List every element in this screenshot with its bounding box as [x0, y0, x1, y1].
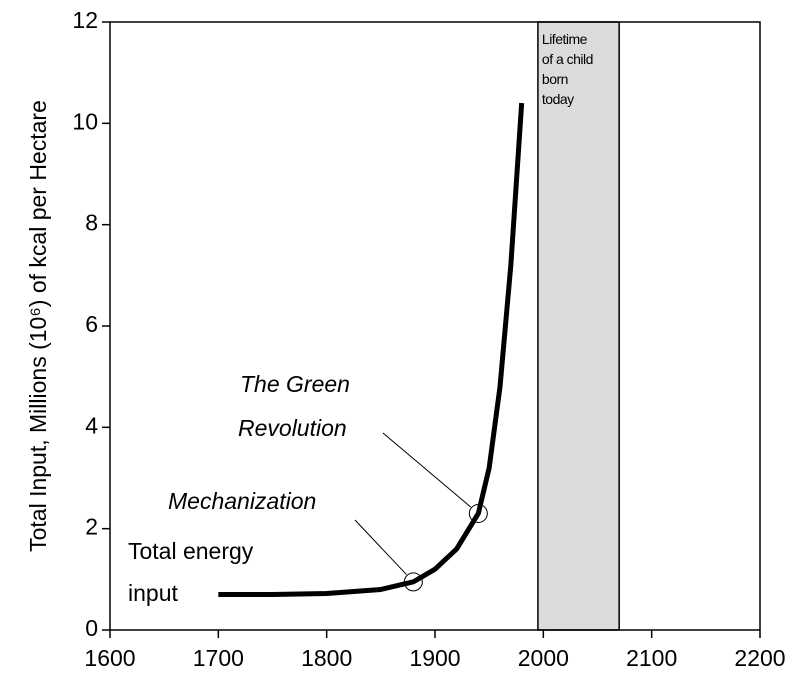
energy-line: [218, 102, 525, 598]
annotation: Mechanization: [168, 488, 316, 514]
span-label-line: today: [542, 91, 574, 107]
span-label-line: Lifetime: [542, 31, 588, 47]
y-tick-label: 0: [85, 615, 98, 641]
y-tick-label: 6: [85, 311, 98, 337]
annotation-line: input: [128, 580, 178, 606]
lifetime-span: [537, 21, 620, 631]
span-label-line: of a child: [542, 51, 593, 67]
annotation: The Green Revolution: [238, 371, 350, 441]
y-tick-label: 2: [85, 514, 98, 540]
x-tick-label: 1700: [193, 645, 244, 671]
x-tick-label: 1900: [409, 645, 460, 671]
point-marker: [403, 572, 423, 592]
leader-line: [382, 432, 472, 508]
point-marker: [468, 503, 488, 523]
x-tick-label: 2000: [518, 645, 569, 671]
x-tick-label: 2100: [626, 645, 677, 671]
y-tick-label: 12: [72, 7, 98, 33]
span-label-line: born: [542, 71, 568, 87]
annotation-line: Total energy: [128, 538, 254, 564]
y-axis-label: Total Input, Millions (10⁶) of kcal per …: [25, 100, 51, 552]
annotation-line: The Green: [240, 371, 350, 397]
annotation-line: Mechanization: [168, 488, 316, 514]
x-tick-label: 1600: [84, 645, 135, 671]
leader-line: [354, 519, 407, 575]
y-tick-label: 10: [72, 108, 98, 134]
y-tick-label: 4: [85, 412, 98, 438]
x-tick-label: 2200: [734, 645, 785, 671]
y-tick-label: 8: [85, 210, 98, 236]
x-tick-label: 1800: [301, 645, 352, 671]
span-label: Lifetime of a child born today: [542, 31, 593, 107]
annotation-line: Revolution: [238, 415, 347, 441]
annotation: Total energy input: [128, 538, 254, 606]
